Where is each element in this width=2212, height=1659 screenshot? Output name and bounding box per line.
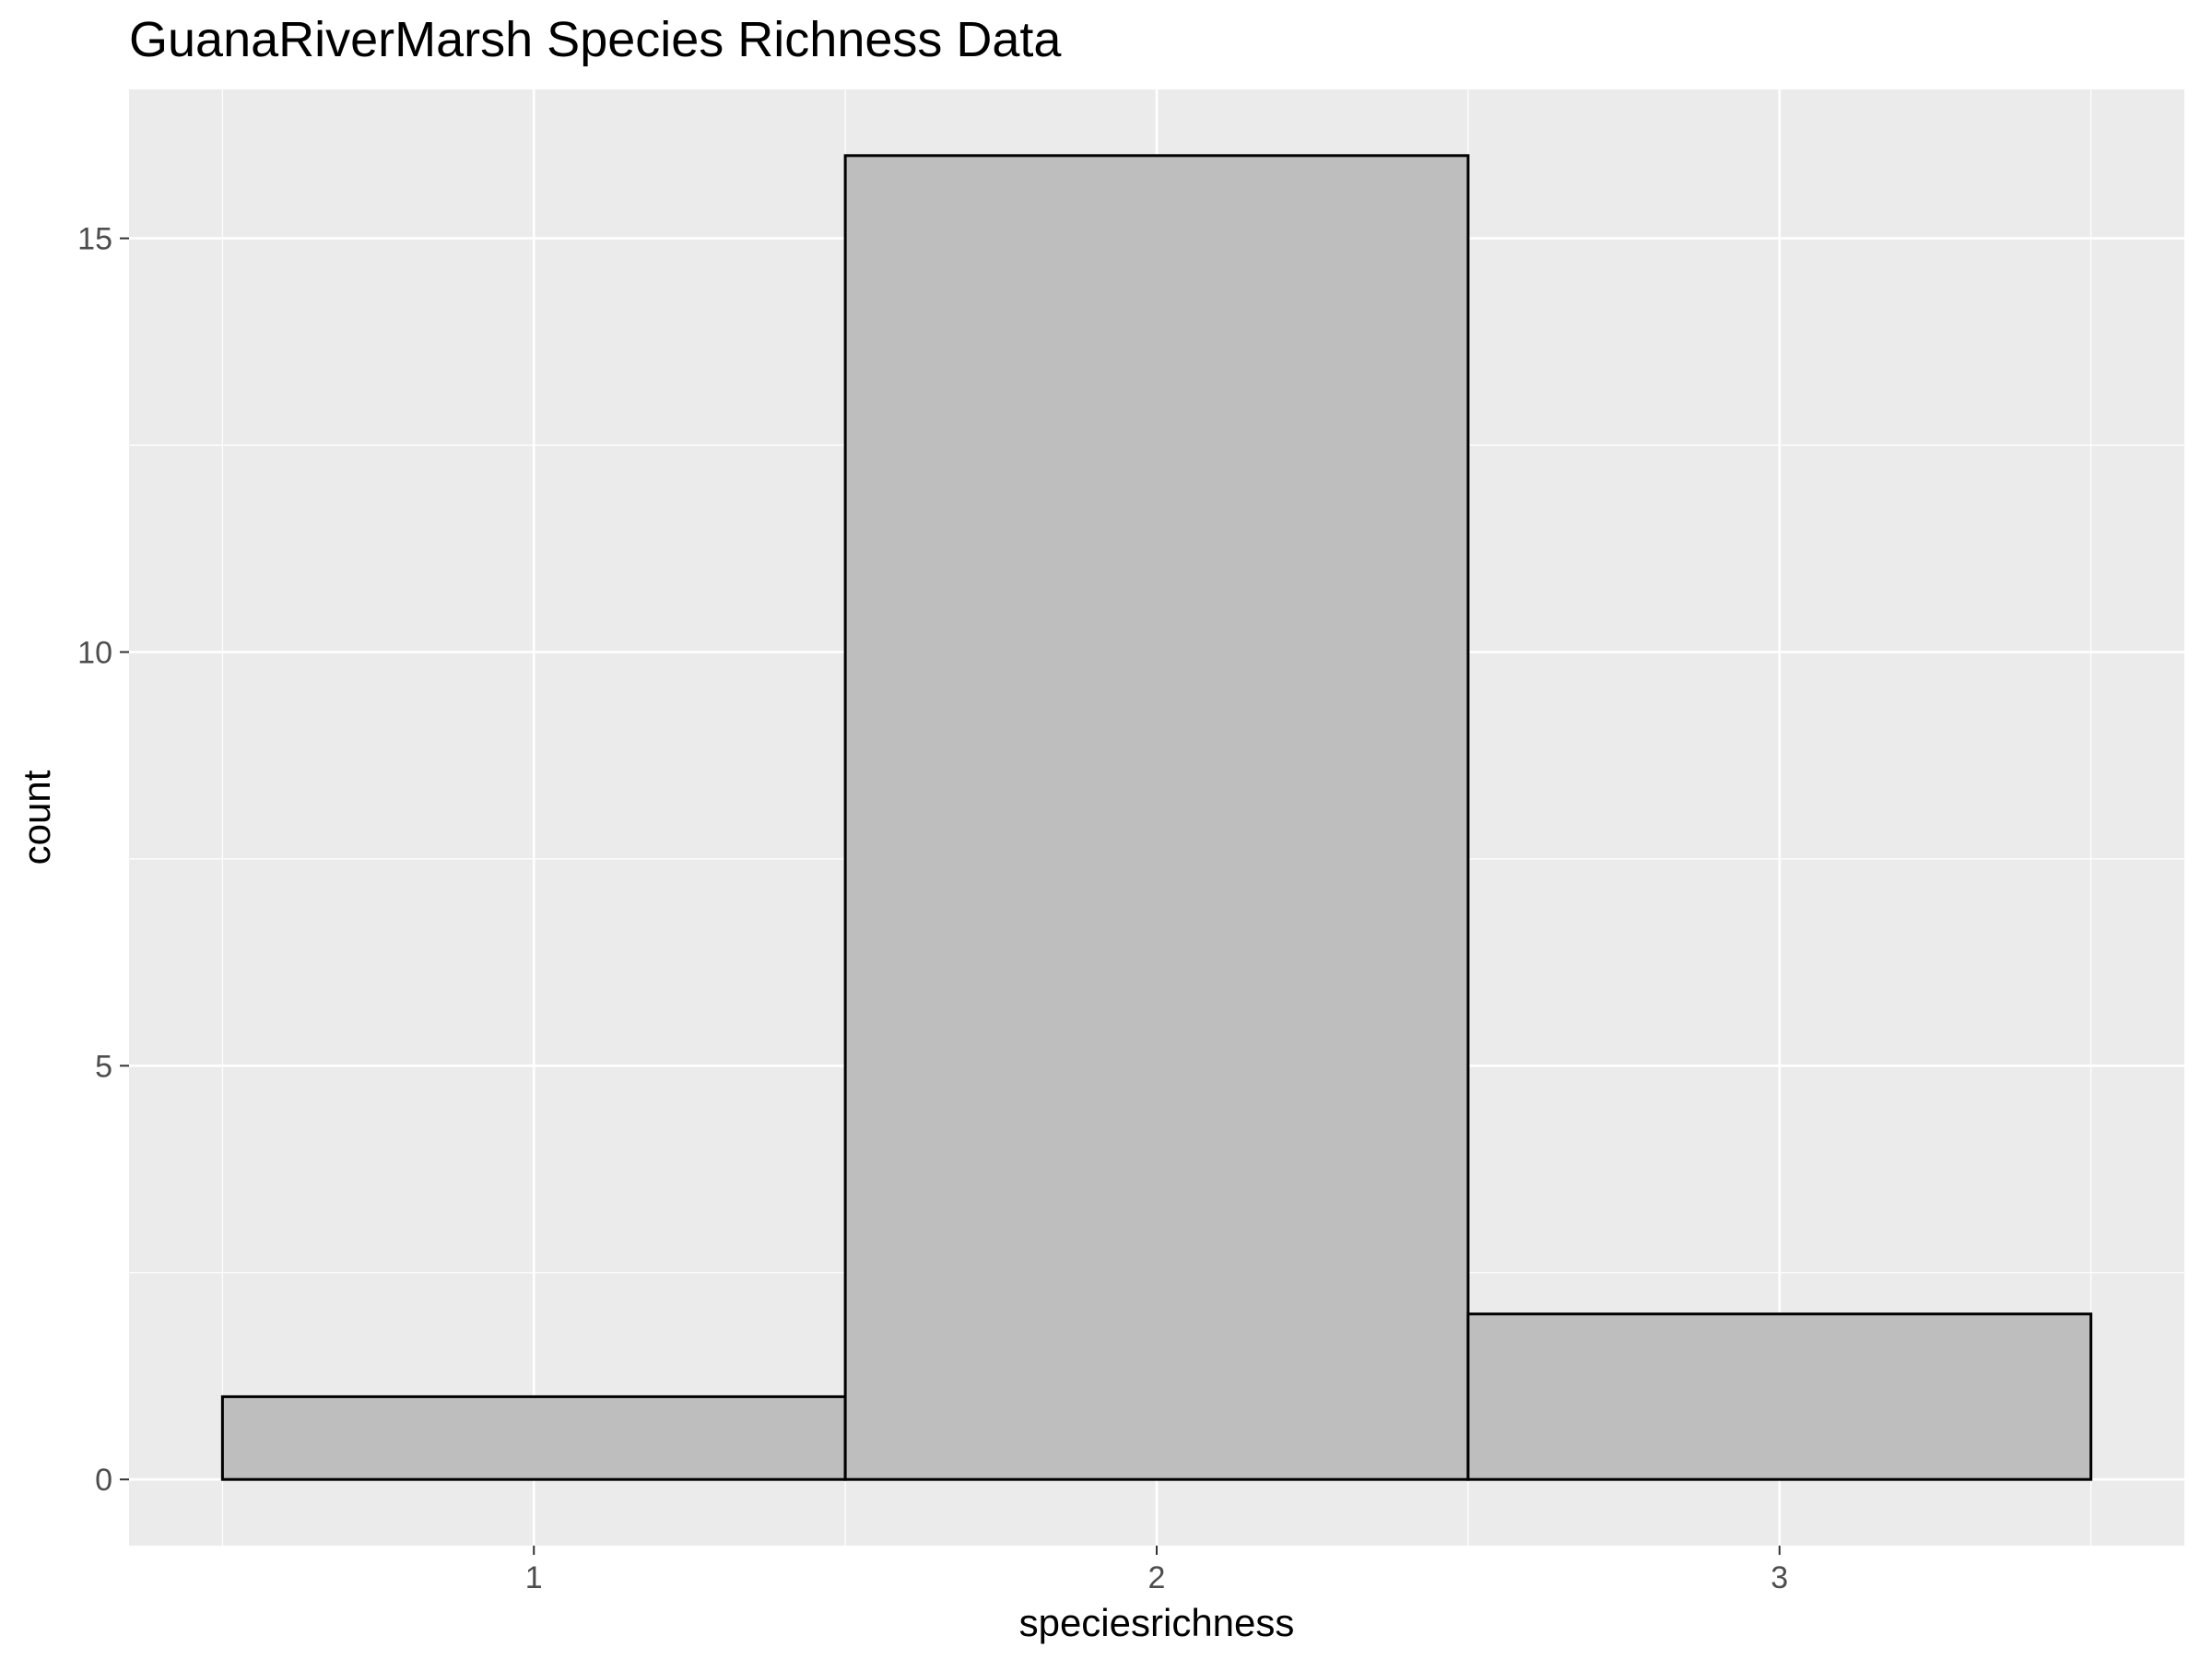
- y-axis: 0 5 10 15: [77, 222, 129, 1498]
- x-axis: 1 2 3: [525, 1546, 1788, 1595]
- y-tick-label: 10: [77, 635, 112, 670]
- bars: [220, 154, 2093, 1481]
- y-tick-label: 0: [95, 1463, 112, 1498]
- y-tick-label: 15: [77, 222, 112, 257]
- x-axis-title: speciesrichness: [1019, 1601, 1295, 1644]
- y-axis-title: count: [15, 770, 58, 865]
- chart-title: GuanaRiverMarsh Species Richness Data: [129, 12, 1062, 67]
- y-tick-label: 5: [95, 1049, 112, 1084]
- bar-1: [220, 1394, 847, 1481]
- x-tick-label: 2: [1148, 1560, 1166, 1595]
- x-tick-label: 1: [525, 1560, 543, 1595]
- bar-2: [843, 154, 1470, 1481]
- x-tick-label: 3: [1771, 1560, 1788, 1595]
- bar-3: [1466, 1312, 2093, 1481]
